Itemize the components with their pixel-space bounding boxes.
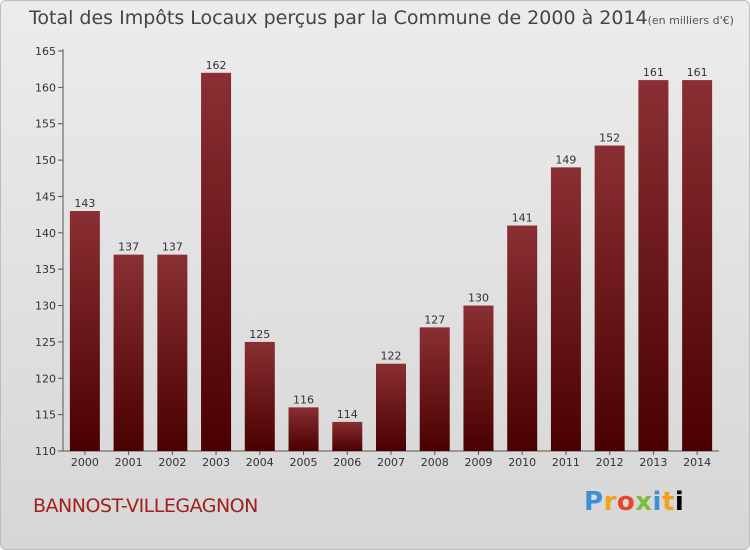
bar — [201, 72, 232, 452]
y-tick-label: 125 — [35, 336, 56, 349]
x-tick-label: 2000 — [71, 456, 99, 469]
bar — [682, 80, 713, 451]
x-tick-label: 2001 — [115, 456, 143, 469]
proxiti-logo[interactable]: Proxiti — [584, 487, 684, 517]
x-tick-label: 2003 — [202, 456, 230, 469]
data-labels: 143 137 137 162 125 116 114 122 127 130 141 149 152 1… — [74, 59, 707, 421]
y-tick-label: 140 — [35, 227, 56, 240]
chart-title: Total des Impôts Locaux perçus par la Co… — [29, 7, 734, 29]
logo-letter: P — [584, 487, 604, 517]
y-tick-label: 160 — [35, 81, 56, 94]
bar-value-label: 127 — [424, 313, 445, 326]
x-tick-label: 2013 — [639, 456, 667, 469]
bar — [463, 305, 494, 451]
bar — [638, 80, 669, 451]
x-tick-label: 2010 — [508, 456, 536, 469]
bar-value-label: 125 — [249, 328, 270, 341]
bars — [69, 72, 713, 452]
x-axis: 2000 2001 2002 2003 2004 2005 2006 2007 2008 2009… — [63, 450, 719, 469]
logo-letter: o — [616, 487, 636, 517]
bar — [157, 254, 188, 451]
bar-value-label: 141 — [512, 212, 533, 225]
y-tick-label: 120 — [35, 372, 56, 385]
y-tick-label: 135 — [35, 263, 56, 276]
bar-value-label: 122 — [381, 350, 402, 363]
chart-title-unit: (en milliers d'€) — [647, 14, 734, 27]
bar — [113, 254, 144, 451]
bar-value-label: 114 — [337, 408, 358, 421]
bar-value-label: 116 — [293, 393, 314, 406]
logo-letter: i — [652, 487, 662, 517]
y-tick-label: 165 — [35, 45, 56, 58]
x-tick-label: 2004 — [246, 456, 274, 469]
x-tick-label: 2006 — [333, 456, 361, 469]
logo-letter: r — [603, 487, 617, 517]
x-tick-label: 2009 — [464, 456, 492, 469]
bar-value-label: 161 — [643, 66, 664, 79]
x-tick-label: 2007 — [377, 456, 405, 469]
bar-value-label: 137 — [162, 241, 183, 254]
bar-value-label: 152 — [599, 132, 620, 145]
y-axis: 110 115 120 125 130 135 140 145 150 155 160 165 — [35, 45, 64, 458]
bar-value-label: 162 — [206, 59, 227, 72]
y-tick-label: 145 — [35, 190, 56, 203]
bar — [419, 327, 450, 451]
bar — [288, 407, 319, 451]
x-tick-label: 2011 — [552, 456, 580, 469]
y-tick-label: 130 — [35, 300, 56, 313]
bar-value-label: 143 — [74, 197, 95, 210]
bar-value-label: 149 — [555, 153, 576, 166]
x-tick-label: 2014 — [683, 456, 711, 469]
y-tick-label: 155 — [35, 118, 56, 131]
bar — [507, 225, 538, 451]
bar-value-label: 161 — [687, 66, 708, 79]
x-tick-label: 2005 — [290, 456, 318, 469]
y-tick-label: 115 — [35, 409, 56, 422]
bar — [69, 211, 100, 451]
bar — [594, 145, 625, 451]
y-tick-label: 110 — [35, 445, 56, 458]
logo-letter: i — [674, 487, 685, 517]
bar — [244, 341, 275, 451]
chart-title-text: Total des Impôts Locaux perçus par la Co… — [29, 7, 648, 29]
x-tick-label: 2008 — [421, 456, 449, 469]
bar — [332, 421, 363, 451]
bar — [550, 167, 581, 451]
bar-value-label: 130 — [468, 292, 489, 305]
x-tick-label: 2012 — [596, 456, 624, 469]
x-tick-label: 2002 — [158, 456, 186, 469]
commune-name: BANNOST-VILLEGAGNON — [33, 495, 258, 517]
bar — [376, 363, 406, 451]
y-tick-label: 150 — [35, 154, 56, 167]
bar-value-label: 137 — [118, 241, 139, 254]
logo-letter: t — [661, 487, 675, 517]
logo-letter: x — [635, 487, 653, 517]
